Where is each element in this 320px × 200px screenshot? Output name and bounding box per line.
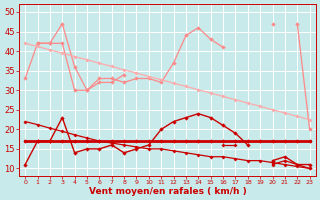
X-axis label: Vent moyen/en rafales ( km/h ): Vent moyen/en rafales ( km/h ) [89, 187, 246, 196]
